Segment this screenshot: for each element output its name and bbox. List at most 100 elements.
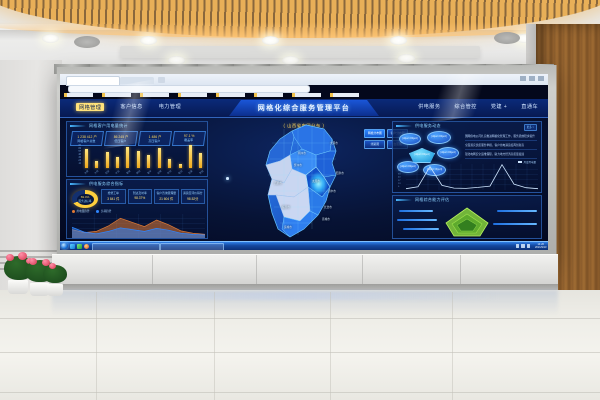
bar[interactable] <box>157 148 161 168</box>
windows-taskbar[interactable]: 14:26 2021/9/13 <box>60 241 548 250</box>
nav-item-express-channel[interactable]: 直通车 <box>521 104 538 110</box>
address-bar[interactable] <box>68 85 310 93</box>
bookmarks-bar[interactable] <box>64 92 534 98</box>
bar[interactable] <box>188 145 192 168</box>
close-icon[interactable] <box>538 76 544 81</box>
panel-accent-bar <box>396 198 412 201</box>
bar[interactable] <box>178 164 182 168</box>
bubble-node[interactable]: [object Object] <box>427 131 451 144</box>
new-tab-icon[interactable] <box>158 77 165 83</box>
floor-tile-line <box>0 318 600 319</box>
bar-chart-column[interactable] <box>197 144 205 168</box>
stat-card[interactable]: 满意度评价得分 98.52分 <box>180 189 205 204</box>
plant-pot <box>8 280 28 294</box>
bar[interactable] <box>126 147 130 168</box>
map-btn-grid-view[interactable]: 网格分布图 <box>364 129 386 138</box>
maximize-icon[interactable] <box>529 76 535 81</box>
bar-chart-column[interactable] <box>124 144 132 168</box>
nav-item-grid-management[interactable]: 网格管理 <box>76 103 105 111</box>
bar-chart-column[interactable] <box>155 144 163 168</box>
tray-volume-icon[interactable] <box>521 244 525 248</box>
bar[interactable] <box>115 156 119 168</box>
panel-accent-bar <box>70 124 86 127</box>
floor-surface <box>0 290 600 400</box>
bar-chart-column[interactable] <box>176 144 184 168</box>
tray-shield-icon[interactable] <box>526 244 530 248</box>
nav-item-party-building[interactable]: 党建 + <box>490 104 508 110</box>
nav-item-customer-info[interactable]: 客户信息 <box>120 104 143 110</box>
province-map[interactable]: 大同市 朔州市 忻州市 阳泉市 吕梁市 太原市 晋中市 临汾市 长治市 晋城市 … <box>212 119 408 241</box>
stat-card[interactable]: 到达及时率 98.37% <box>127 189 152 204</box>
bookmark-item[interactable] <box>140 93 169 97</box>
news-item[interactable]: 强化电网安全运维保障，助力地方经济高质量发展 <box>465 150 537 159</box>
counter-seam <box>256 255 257 285</box>
bar[interactable] <box>147 154 151 168</box>
area-chart-legend: 用电量趋势 负荷趋势 <box>72 209 111 213</box>
floor-tile-line <box>452 292 453 400</box>
stat-row: 抢修工单 3 841 件 到达及时率 98.37% 客户咨询受理量 21 604… <box>101 189 205 204</box>
map-svg[interactable] <box>212 119 400 241</box>
taskbar-pinned-icon[interactable] <box>70 243 75 249</box>
map-btn-line-view[interactable]: 线路图 <box>364 139 386 149</box>
bar-chart-column[interactable] <box>103 144 111 168</box>
stat-card[interactable]: 抢修工单 3 841 件 <box>101 189 126 204</box>
browser-tab-inactive[interactable] <box>120 76 154 84</box>
bubble-node[interactable]: [object Object] <box>397 161 419 173</box>
taskbar-window-button[interactable] <box>92 243 160 250</box>
radar-connector-lines <box>393 206 541 234</box>
nav-item-power-service[interactable]: 供电服务 <box>418 104 441 110</box>
map-label: 晋城市 <box>322 218 330 221</box>
bookmark-item[interactable] <box>64 93 93 97</box>
bar-chart-column[interactable] <box>113 144 121 168</box>
bar[interactable] <box>95 160 99 168</box>
window-controls[interactable] <box>520 76 544 81</box>
bookmark-item[interactable] <box>102 93 131 97</box>
bubble-node[interactable]: [object Object] <box>399 133 421 145</box>
minimize-icon[interactable] <box>520 76 526 81</box>
panel-title: 供电服务动态 <box>415 122 441 128</box>
bar-chart-column[interactable] <box>186 144 194 168</box>
tray-network-icon[interactable] <box>515 244 519 248</box>
bubble-node[interactable]: [object Object] <box>423 164 446 176</box>
taskbar-window-button[interactable] <box>160 243 224 250</box>
bar[interactable] <box>84 149 88 168</box>
bar-chart-column[interactable] <box>92 144 100 168</box>
bar-chart-column[interactable] <box>165 144 173 168</box>
bar-chart-column[interactable] <box>145 144 153 168</box>
map-label: 阳泉市 <box>336 172 344 175</box>
taskbar-clock[interactable]: 14:26 2021/9/13 <box>535 243 547 249</box>
bar[interactable] <box>199 153 203 168</box>
bar-chart-column[interactable] <box>134 144 142 168</box>
news-item[interactable]: 全面落实优质服务举措，客户用电满意度再创新高 <box>465 141 537 150</box>
bar[interactable] <box>105 151 109 168</box>
bar[interactable] <box>168 159 172 168</box>
news-item[interactable]: 国网供电公司扎实推进网格化管理工作，服务质效稳步提升 <box>465 132 537 141</box>
floor-specular-highlight <box>80 292 500 300</box>
map-region[interactable] <box>281 210 319 238</box>
taskbar-pinned-icon[interactable] <box>84 243 89 249</box>
nav-item-integrated-control[interactable]: 综合管控 <box>454 104 477 110</box>
nav-item-power-management[interactable]: 电力管理 <box>158 104 182 110</box>
bubble-cluster: [object Object] [object Object] [object … <box>397 131 461 189</box>
bar-chart-x-label: 临汾 <box>178 170 184 175</box>
bar-chart-x-labels: 太原 大同 阳泉 长治 晋城 朔州 晋中 运城 忻州 临汾 吕梁 其他 <box>82 170 205 175</box>
bookmark-item[interactable] <box>178 93 207 97</box>
bookmark-item[interactable] <box>292 93 321 97</box>
taskbar-pinned-icon[interactable] <box>77 243 82 249</box>
bar-chart-column[interactable] <box>82 144 90 168</box>
browser-tab-active[interactable] <box>66 75 120 86</box>
bookmark-item[interactable] <box>254 93 283 97</box>
bookmark-item[interactable] <box>330 93 359 97</box>
ceiling-speaker <box>74 36 100 48</box>
bubble-node[interactable]: [object Object] <box>437 147 459 159</box>
start-button-icon[interactable] <box>61 242 68 250</box>
map-label: 忻州市 <box>294 164 302 167</box>
bookmark-item[interactable] <box>216 93 245 97</box>
map-label: 晋中市 <box>328 190 336 193</box>
legend-swatch <box>517 161 522 163</box>
system-tray[interactable] <box>515 244 530 248</box>
more-button[interactable]: 更多 > <box>523 123 537 131</box>
line-chart-y-tick: 0 <box>398 186 400 188</box>
bar[interactable] <box>136 150 140 168</box>
stat-card[interactable]: 客户咨询受理量 21 604 件 <box>154 189 179 204</box>
